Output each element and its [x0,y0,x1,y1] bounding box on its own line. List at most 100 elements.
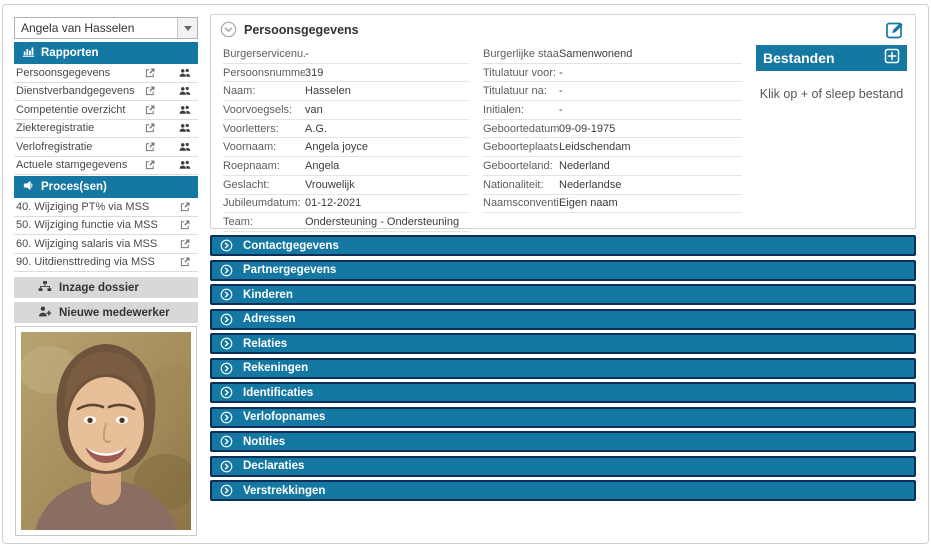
field-row: Jubileumdatum: 01-12-2021 [223,195,469,214]
users-icon[interactable] [179,66,192,79]
external-link-icon[interactable] [179,237,192,250]
portrait-illustration [21,332,191,530]
sidebar-report-item[interactable]: Persoonsgegevens [14,64,198,83]
field-row: Team: Ondersteuning - Ondersteuning [223,213,469,232]
field-row: Voornaam: Angela joyce [223,138,469,158]
bestanden-drop-hint[interactable]: Klik op + of sleep bestand [759,87,904,101]
accordion-bar[interactable]: Partnergegevens [210,259,916,281]
field-value: 01-12-2021 [305,197,362,210]
plus-square-icon[interactable] [884,48,900,69]
inzage-dossier-button[interactable]: Inzage dossier [14,277,198,298]
accordion-bar[interactable]: Notities [210,431,916,452]
sidebar-process-item[interactable]: 50. Wijziging functie via MSS [14,216,198,235]
field-label: Voorletters: [223,122,279,135]
users-icon[interactable] [179,140,192,153]
sidebar-process-item[interactable]: 90. Uitdiensttreding via MSS [14,253,198,272]
sidebar-header-label: Proces(sen) [41,181,107,193]
field-label: Titulatuur voor: [483,66,556,79]
field-value: Angela joyce [305,141,368,154]
sidebar-process-item[interactable]: 40. Wijziging PT% via MSS [14,198,198,217]
external-link-icon[interactable] [144,103,157,116]
field-value: Nederlandse [559,178,622,191]
field-label: Geboortedatum: [483,122,559,135]
chevron-circle-right-icon [220,460,233,473]
sidebar-report-item[interactable]: Ziekteregistratie [14,119,198,138]
external-link-icon[interactable] [144,140,157,153]
accordion-label: Declaraties [243,460,305,472]
field-row: Naam: Hasselen [223,82,469,102]
accordion-label: Partnergegevens [243,264,337,276]
sidebar-process-item[interactable]: 60. Wijziging salaris via MSS [14,235,198,254]
accordion-bar[interactable]: Declaraties [210,455,916,477]
field-row: Geboorteplaats: Leidschendam [483,138,742,158]
chevron-down-icon[interactable] [177,18,197,38]
process-item-label: 40. Wijziging PT% via MSS [16,200,150,213]
field-value: 09-09-1975 [559,122,616,135]
field-value: Hasselen [305,85,351,98]
fields-right: Burgerlijke staat: Samenwonend Titulatuu… [483,45,742,214]
external-link-icon[interactable] [144,159,157,172]
accordion-bar[interactable]: Relaties [210,333,916,354]
field-label: Burgerservicenu... [223,47,305,60]
field-label: Voorvoegsels: [223,103,293,116]
field-label: Geslacht: [223,178,270,191]
pencil-square-icon[interactable] [885,19,906,40]
field-label: Roepnaam: [223,159,280,172]
field-row: Initialen: - [483,101,742,120]
accordion-label: Adressen [243,313,296,325]
external-link-icon[interactable] [179,219,192,232]
accordion-bar[interactable]: Verstrekkingen [210,480,916,501]
chevron-circle-down-icon[interactable] [220,21,237,38]
sidebar-header-label: Rapporten [41,47,99,59]
accordion-bar[interactable]: Contactgegevens [210,235,916,256]
accordion-bar[interactable]: Rekeningen [210,357,916,379]
external-link-icon[interactable] [179,256,192,269]
report-item-label: Dienstverbandgegevens [16,85,135,98]
sidebar-report-item[interactable]: Dienstverbandgegevens [14,82,198,101]
field-value: Angela [305,159,340,172]
accordion-label: Notities [243,435,286,448]
sidebar-report-item[interactable]: Actuele stamgegevens [14,156,198,175]
sidebar-report-item[interactable]: Competentie overzicht [14,101,198,120]
field-label: Geboorteland: [483,159,553,172]
field-label: Team: [223,216,253,229]
fields-left: Burgerservicenu... - Persoonsnummer: 319… [223,45,469,232]
users-icon[interactable] [179,122,192,135]
field-value: Ondersteuning - Ondersteuning [305,216,460,229]
nieuwe-medewerker-label: Nieuwe medewerker [59,306,170,319]
report-list: Persoonsgegevens Dienstverbandgegevens C… [14,64,198,175]
chevron-circle-right-icon [220,362,233,375]
field-label: Jubileumdatum: [223,197,301,210]
accordion-bar[interactable]: Identificaties [210,382,916,403]
nieuwe-medewerker-button[interactable]: Nieuwe medewerker [14,302,198,323]
external-link-icon[interactable] [144,85,157,98]
external-link-icon[interactable] [144,122,157,135]
users-icon[interactable] [179,159,192,172]
bestanden-title: Bestanden [763,50,835,66]
chevron-circle-right-icon [220,288,233,301]
field-value: A.G. [305,122,328,135]
sidebar-header-rapporten: Rapporten [14,42,198,64]
field-row: Burgerlijke staat: Samenwonend [483,45,742,64]
bestanden-panel: Bestanden Klik op + of sleep bestand [756,45,907,101]
field-row: Roepnaam: Angela [223,157,469,176]
employee-select[interactable]: Angela van Hasselen [14,17,198,39]
users-icon[interactable] [179,103,192,116]
field-value: - [559,66,563,79]
external-link-icon[interactable] [179,200,192,213]
accordion-label: Relaties [243,337,288,350]
field-label: Geboorteplaats: [483,141,559,154]
accordion-bar[interactable]: Kinderen [210,284,916,305]
users-icon[interactable] [179,85,192,98]
chevron-circle-right-icon [220,386,233,399]
accordion-bar[interactable]: Adressen [210,308,916,330]
chevron-circle-right-icon [220,313,233,326]
sidebar-header-processen: Proces(sen) [14,176,198,198]
external-link-icon[interactable] [144,66,157,79]
bar-chart-icon [22,45,35,61]
sidebar-report-item[interactable]: Verlofregistratie [14,138,198,157]
accordion-bar[interactable]: Verlofopnames [210,406,916,428]
process-item-label: 90. Uitdiensttreding via MSS [16,256,155,269]
field-value: Samenwonend [559,47,633,60]
